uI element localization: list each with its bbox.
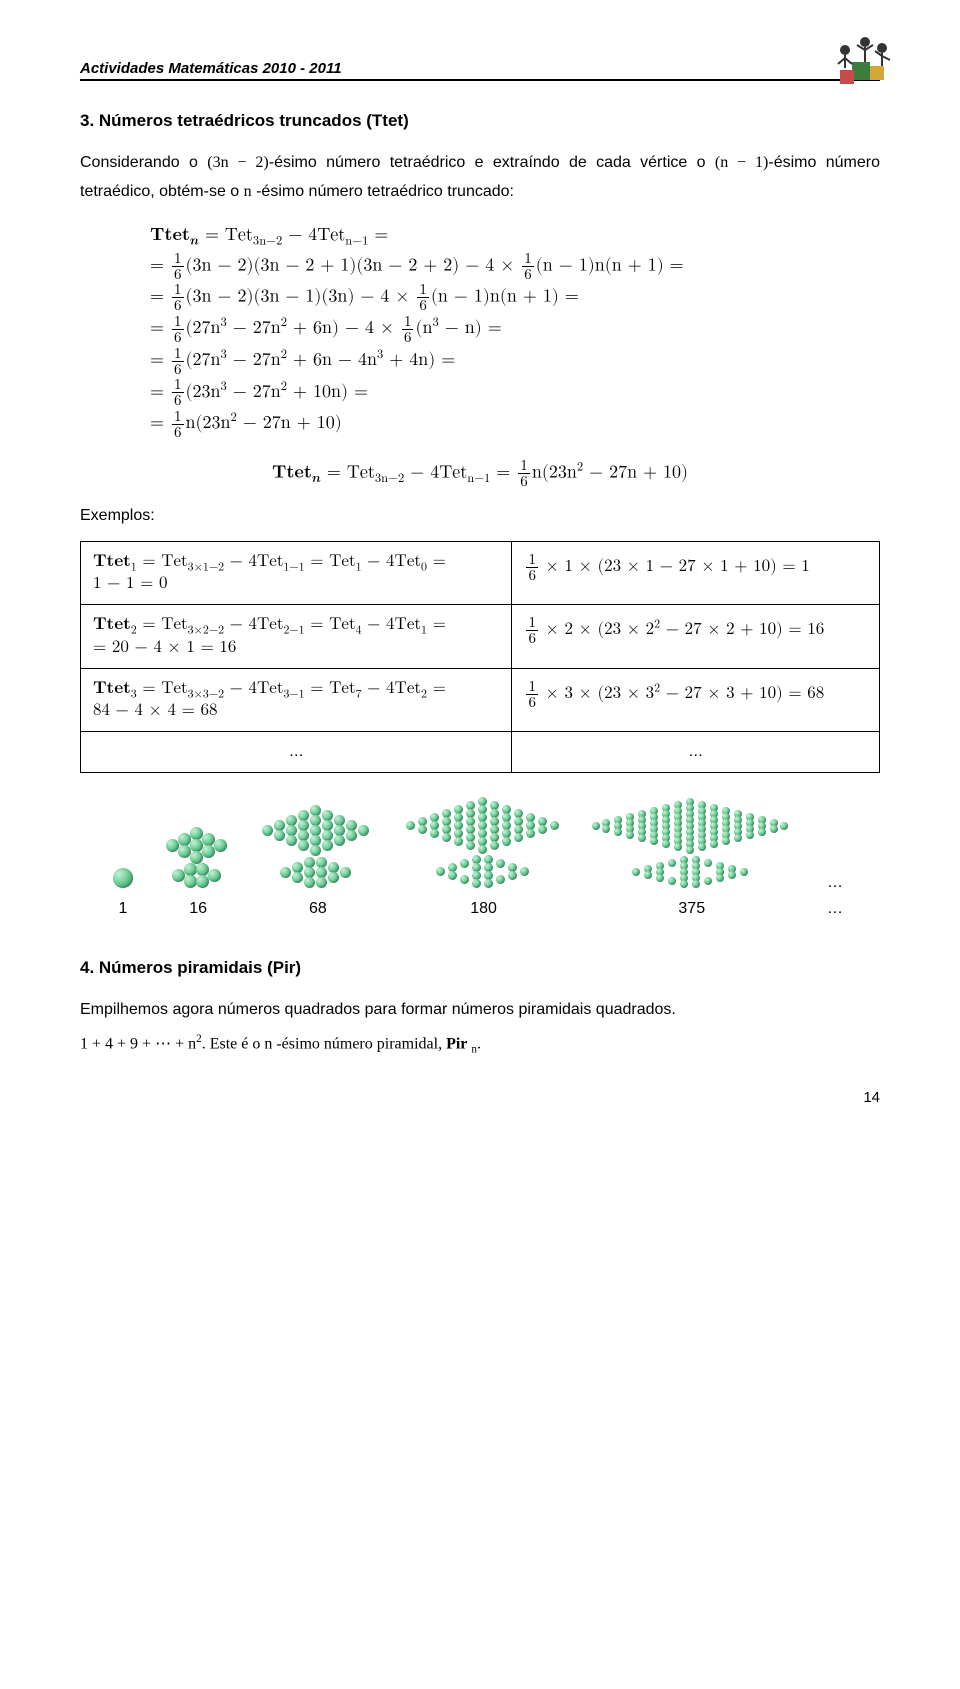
figure-labels: 1 16 68 180 375 … [110,900,850,918]
figure-label: 16 [164,900,232,918]
page-header: Actividades Matemáticas 2010 - 2011 [80,60,880,81]
derivation-block: 𝐓𝐭𝐞𝐭𝒏 = Tet3n−2 − 4Tetn−1 == 16(3n − 2)(… [150,221,880,440]
table-row: 𝐓𝐭𝐞𝐭3 = Tet3×3−2 − 4Tet3−1 = Tet7 − 4Tet… [81,668,880,731]
header-logo [820,20,900,95]
section-4-title: 4. Números piramidais (Pir) [80,958,880,978]
figure-label-trailing: … [820,900,850,918]
page-number: 14 [80,1089,880,1106]
figure-label: 68 [260,900,375,918]
sphere-cluster [110,865,136,892]
section-3-title: 3. Números tetraédricos truncados (Ttet) [80,111,880,131]
figure-label: 180 [404,900,564,918]
table-row: …… [81,732,880,773]
section-3-intro: Considerando o (3n − 2)-ésimo número tet… [80,149,880,207]
sphere-cluster [592,798,792,892]
examples-label: Exemplos: [80,507,880,525]
sphere-cluster [260,805,375,892]
table-row: 𝐓𝐭𝐞𝐭1 = Tet3×1−2 − 4Tet1−1 = Tet1 − 4Tet… [81,541,880,604]
examples-table: 𝐓𝐭𝐞𝐭1 = Tet3×1−2 − 4Tet1−1 = Tet1 − 4Tet… [80,541,880,773]
figure-row: … [110,797,850,892]
sphere-cluster [404,797,564,892]
figure-label: 1 [110,900,136,918]
table-row: 𝐓𝐭𝐞𝐭2 = Tet3×2−2 − 4Tet2−1 = Tet4 − 4Tet… [81,605,880,668]
summary-formula: 𝐓𝐭𝐞𝐭𝒏 = Tet3n−2 − 4Tetn−1 = 16n(23n2 − 2… [80,458,880,489]
sphere-cluster [164,827,232,892]
section-4-text: Empilhemos agora números quadrados para … [80,996,880,1025]
section-4-formula: 1 + 4 + 9 + ⋯ + n2. Este é o n -ésimo nú… [80,1029,880,1060]
figure-label: 375 [592,900,792,918]
figure-trailing-dots: … [820,874,850,892]
